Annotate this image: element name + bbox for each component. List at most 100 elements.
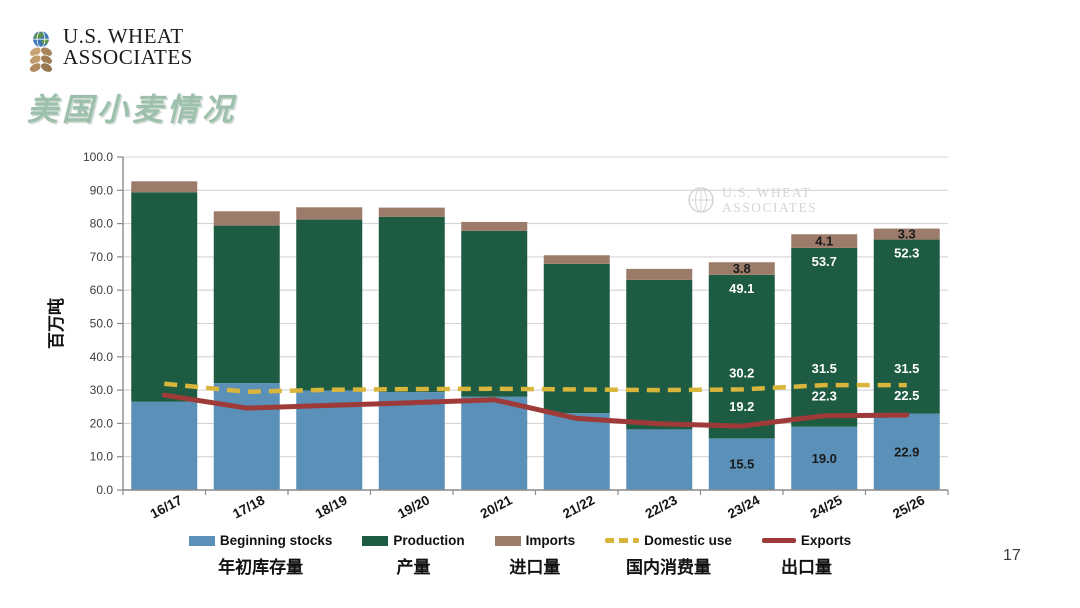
bar-segment-beginning-stocks xyxy=(461,396,528,490)
x-tick-label: 19/20 xyxy=(395,492,432,521)
y-tick-label: 90.0 xyxy=(90,183,114,197)
y-tick-label: 20.0 xyxy=(90,416,114,430)
legend-label-zh-exports: 出口量 xyxy=(781,558,833,577)
bar-segment-beginning-stocks xyxy=(131,401,198,490)
y-tick-label: 70.0 xyxy=(90,250,114,264)
exports-swatch xyxy=(761,538,796,543)
logo-text-line1: U.S. WHEAT xyxy=(63,24,184,48)
imports-swatch xyxy=(494,535,521,546)
bar-segment-beginning-stocks xyxy=(543,413,610,490)
x-tick-label: 21/22 xyxy=(560,492,597,521)
line-exports xyxy=(161,392,910,429)
bar-segment-production xyxy=(131,192,198,402)
bar-segment-beginning-stocks xyxy=(791,426,858,490)
data-label: 4.1 xyxy=(815,234,833,249)
data-label: 31.5 xyxy=(894,361,919,376)
legend-item-imports: Imports 进口量 xyxy=(494,533,576,578)
x-tick-label: 24/25 xyxy=(808,492,845,521)
legend-label-zh-production: 产量 xyxy=(396,558,431,577)
bar-segment-production xyxy=(626,279,693,430)
x-tick-label: 17/18 xyxy=(230,492,267,521)
logo-text-line2: ASSOCIATES xyxy=(63,45,193,69)
x-tick-label: 23/24 xyxy=(725,492,762,521)
bar-segment-imports xyxy=(626,268,693,280)
bar-segment-beginning-stocks xyxy=(378,392,445,490)
bar-segment-imports xyxy=(543,255,610,264)
bar-segment-production xyxy=(296,219,363,391)
page-number: 17 xyxy=(1003,547,1021,564)
watermark-line1: U.S. WHEAT xyxy=(722,185,812,200)
data-label: 53.7 xyxy=(812,254,837,269)
chart-legend: Beginning stocks 年初库存量 Production 产量 Imp… xyxy=(100,533,940,578)
y-tick-label: 0.0 xyxy=(96,483,113,497)
legend-label-zh-beginning-stocks: 年初库存量 xyxy=(218,558,304,577)
legend-label-imports: Imports xyxy=(525,533,576,548)
chart-watermark: U.S. WHEAT ASSOCIATES xyxy=(686,184,817,216)
production-swatch xyxy=(362,535,389,546)
legend-label-production: Production xyxy=(393,533,465,548)
legend-label-domestic-use: Domestic use xyxy=(644,533,732,548)
y-tick-label: 100.0 xyxy=(83,150,113,164)
data-label: 52.3 xyxy=(894,246,919,261)
data-label: 3.3 xyxy=(898,227,916,242)
logo-text: U.S. WHEAT ASSOCIATES xyxy=(63,26,193,68)
x-tick-label: 22/23 xyxy=(643,492,680,521)
y-tick-label: 50.0 xyxy=(90,317,114,331)
legend-item-production: Production 产量 xyxy=(362,533,465,578)
bar-segment-production xyxy=(213,225,280,384)
legend-item-domestic-use: Domestic use 国内消费量 xyxy=(605,533,732,578)
bar-segment-beginning-stocks xyxy=(626,429,693,490)
legend-label-exports: Exports xyxy=(800,533,852,548)
y-tick-label: 80.0 xyxy=(90,217,114,231)
data-label: 30.2 xyxy=(729,365,754,380)
x-tick-label: 18/19 xyxy=(313,492,350,521)
bar-segment-imports xyxy=(873,228,940,240)
bar-segment-imports xyxy=(131,181,198,193)
y-tick-label: 40.0 xyxy=(90,350,114,364)
data-label: 15.5 xyxy=(729,457,754,472)
y-axis-title: 百万吨 xyxy=(46,298,66,349)
data-label: 3.8 xyxy=(733,261,751,276)
bar-segment-beginning-stocks xyxy=(708,438,775,490)
bar-segment-imports xyxy=(378,207,445,217)
legend-label-zh-domestic-use: 国内消费量 xyxy=(626,558,711,577)
watermark-text: U.S. WHEAT ASSOCIATES xyxy=(722,185,817,215)
bar-segment-imports xyxy=(296,207,363,220)
bar-segment-production xyxy=(461,230,528,397)
legend-item-exports: Exports 出口量 xyxy=(761,533,852,578)
wheat-globe-icon xyxy=(29,30,53,73)
y-tick-label: 60.0 xyxy=(90,283,114,297)
line-domestic-use xyxy=(164,381,907,395)
bar-segment-imports xyxy=(461,221,528,231)
page-title: 美国小麦情况 xyxy=(27,92,237,127)
x-tick-label: 25/26 xyxy=(890,492,927,521)
domestic-use-swatch xyxy=(605,538,640,543)
legend-label-beginning-stocks: Beginning stocks xyxy=(219,533,333,548)
x-tick-label: 16/17 xyxy=(148,492,185,521)
data-label: 49.1 xyxy=(729,281,754,296)
bar-segment-production xyxy=(378,216,445,393)
y-tick-label: 10.0 xyxy=(90,450,114,464)
watermark-logo-icon xyxy=(688,187,714,213)
bar-segment-beginning-stocks xyxy=(213,383,280,490)
bar-segment-production xyxy=(791,247,858,427)
data-label: 22.3 xyxy=(812,389,837,404)
data-label: 19.2 xyxy=(729,399,754,414)
x-tick-label: 20/21 xyxy=(478,492,515,521)
legend-label-zh-imports: 进口量 xyxy=(509,558,561,577)
bar-segment-imports xyxy=(791,234,858,248)
uswheat-logo: U.S. WHEAT ASSOCIATES xyxy=(26,26,193,76)
bar-segment-beginning-stocks xyxy=(873,413,940,490)
y-tick-label: 30.0 xyxy=(90,383,114,397)
bar-segment-imports xyxy=(213,211,280,226)
data-label: 22.5 xyxy=(894,388,919,403)
watermark-line2: ASSOCIATES xyxy=(722,200,818,215)
data-label: 31.5 xyxy=(812,361,837,376)
bar-segment-production xyxy=(708,274,775,439)
legend-item-beginning-stocks: Beginning stocks 年初库存量 xyxy=(188,533,333,578)
beginning-stocks-swatch xyxy=(188,535,215,546)
data-label: 22.9 xyxy=(894,444,919,459)
bar-segment-imports xyxy=(708,262,775,275)
